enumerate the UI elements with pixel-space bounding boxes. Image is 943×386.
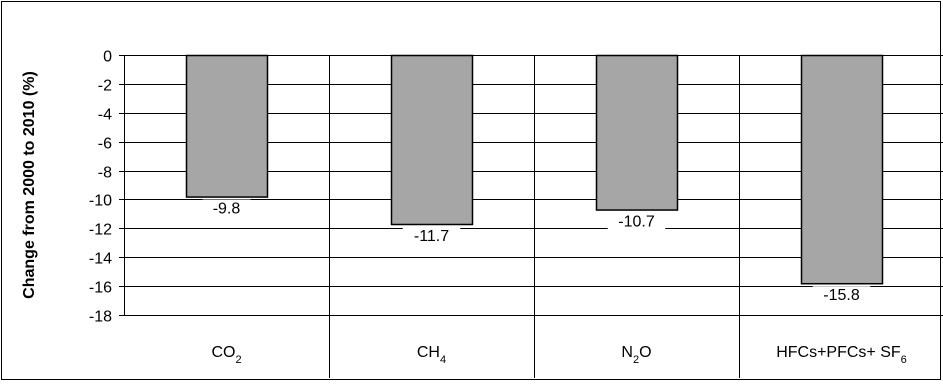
data-label-background: [402, 227, 461, 245]
x-category-label: N2O: [621, 344, 651, 366]
x-category-label: CO2: [211, 344, 241, 366]
data-label: -11.7: [414, 228, 449, 245]
x-category-label: CH4: [417, 344, 446, 366]
data-label: -10.7: [618, 214, 655, 231]
data-label-background: [812, 286, 871, 305]
y-tick-label: 0: [103, 49, 112, 66]
data-label: -15.8: [823, 287, 860, 304]
labels-layer: 0 -2 -4 -6 -8 -10 -12 -14 -16 -18 -9.8 CO2 -11.7 CH4 -…: [89, 49, 907, 367]
y-tick-label: -16: [89, 280, 112, 297]
data-label: -9.8: [213, 201, 241, 218]
data-label-background: [607, 212, 666, 231]
axis-layer: [119, 55, 125, 316]
y-tick-label: -12: [89, 222, 112, 239]
x-category-label: HFCs+PFCs+ SF6: [776, 344, 907, 366]
y-tick-label: -2: [98, 78, 112, 95]
bar: [595, 54, 679, 211]
y-tick-label: -8: [98, 165, 112, 182]
y-tick-label: -14: [89, 251, 112, 268]
y-tick-label: -6: [98, 136, 112, 153]
bars-layer: [185, 54, 884, 285]
bar: [800, 54, 884, 285]
bar: [185, 54, 269, 198]
data-label-background: [202, 199, 251, 218]
y-tick-label: -18: [89, 309, 112, 326]
y-axis-label: Change from 2000 to 2010 (%): [21, 71, 38, 299]
bar: [390, 54, 474, 226]
y-tick-label: -4: [98, 107, 112, 124]
y-tick-label: -10: [89, 193, 112, 210]
